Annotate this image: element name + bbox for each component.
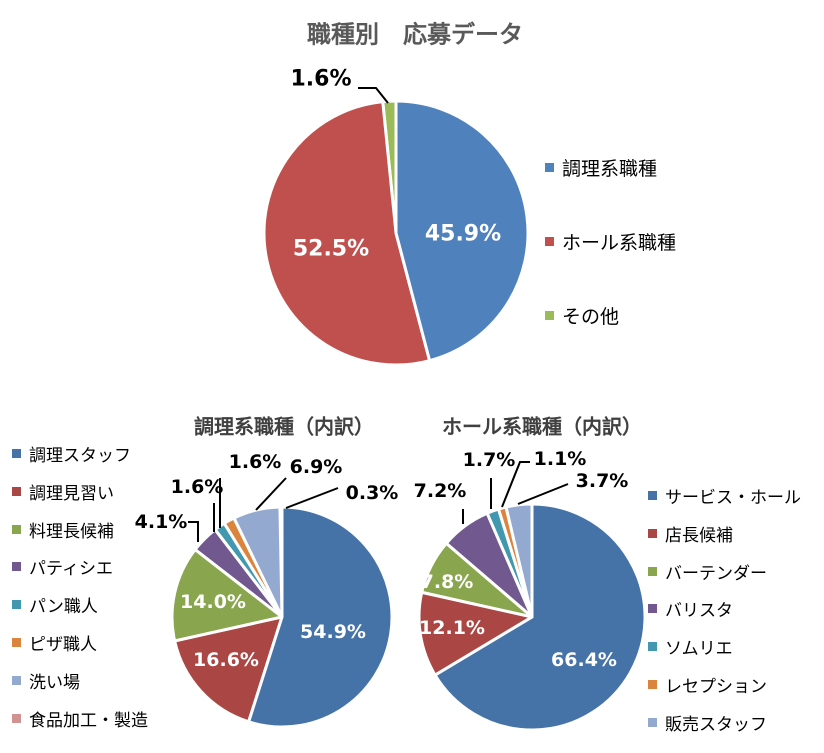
legend-swatch (648, 680, 657, 689)
data-label: 12.1% (419, 617, 485, 639)
legend-item: 調理スタッフ (12, 441, 131, 466)
main-title: 職種別 応募データ (307, 20, 523, 49)
pie-slice (417, 590, 536, 678)
pie-slice (172, 614, 285, 724)
legend-item: 販売スタッフ (648, 710, 767, 735)
legend-item: 調理系職種 (545, 154, 657, 181)
data-label: 14.0% (180, 591, 246, 613)
legend-label: 店長候補 (665, 525, 733, 546)
legend-swatch (12, 713, 21, 723)
pie-slice (394, 99, 530, 363)
pie-slice (170, 547, 286, 643)
legend-item: パン職人 (12, 592, 98, 617)
legend-item: ソムリエ (648, 634, 733, 659)
legend-swatch (648, 491, 657, 500)
legend-label: 食品加工・製造 (29, 710, 148, 731)
pie-slice (262, 100, 432, 367)
legend-swatch (648, 642, 657, 652)
legend-label: 調理見習い (29, 483, 114, 504)
hall-subtitle: ホール系職種（内訳） (442, 414, 642, 439)
legend-swatch (12, 675, 21, 685)
legend-item: 食品加工・製造 (12, 706, 148, 731)
data-label: 1.6% (228, 451, 282, 473)
data-label: 54.9% (300, 621, 366, 643)
legend-item: 調理見習い (12, 479, 114, 504)
data-label: 1.6% (290, 66, 352, 92)
data-label: 4.1% (134, 511, 188, 533)
legend-label: バーテンダー (665, 563, 767, 584)
legend-swatch (545, 311, 554, 320)
legend-label: バリスタ (665, 601, 733, 622)
data-label: 1.1% (533, 448, 587, 470)
legend-label: レセプション (665, 677, 767, 697)
data-label: 52.5% (292, 236, 370, 262)
data-label: 7.2% (413, 480, 467, 502)
legend-swatch (12, 600, 21, 610)
legend-label: ソムリエ (665, 639, 733, 660)
legend-item: ホール系職種 (545, 228, 676, 255)
legend-item: バリスタ (648, 596, 733, 621)
data-label: 1.7% (462, 449, 516, 471)
cook-subtitle: 調理系職種（内訳） (194, 414, 374, 439)
legend-label: サービス・ホール (665, 488, 801, 508)
legend-swatch (12, 449, 21, 458)
legend-swatch (545, 237, 554, 246)
data-label: 1.6% (170, 476, 224, 498)
legend-swatch (12, 638, 21, 647)
legend-label: パン職人 (29, 597, 98, 618)
legend-label: 販売スタッフ (665, 714, 767, 735)
legend-item: サービス・ホール (648, 483, 801, 508)
legend-label: 料理長候補 (29, 521, 114, 542)
legend-swatch (12, 562, 21, 572)
legend-item: 料理長候補 (12, 517, 114, 542)
legend-swatch (12, 524, 21, 534)
legend-swatch (648, 566, 657, 576)
data-label: 45.9% (424, 221, 502, 247)
data-label: 66.4% (551, 649, 617, 671)
legend-item: 洗い場 (12, 668, 80, 693)
pie-slice (246, 505, 394, 729)
data-label: 3.7% (575, 470, 629, 492)
legend-item: レセプション (648, 672, 767, 697)
data-label: 0.3% (345, 482, 399, 504)
legend-label: 調理スタッフ (29, 446, 131, 466)
legend-label: 洗い場 (29, 672, 80, 693)
legend-item: ピザ職人 (12, 630, 97, 655)
legend-swatch (545, 163, 554, 172)
legend-swatch (648, 717, 657, 727)
pie-slice (433, 502, 647, 732)
legend-swatch (12, 486, 21, 496)
legend-swatch (648, 604, 657, 614)
legend-item: バーテンダー (648, 559, 767, 584)
data-label: 16.6% (193, 649, 259, 671)
legend-swatch (648, 528, 657, 538)
legend-label: パティシエ (29, 559, 113, 580)
legend-item: その他 (545, 302, 619, 329)
legend-item: 店長候補 (648, 521, 733, 546)
data-label: 7.8% (420, 571, 474, 593)
legend-label: 調理系職種 (562, 158, 658, 180)
legend-label: その他 (562, 306, 620, 328)
data-label: 6.9% (289, 456, 343, 478)
legend-label: ホール系職種 (562, 232, 677, 254)
legend-item: パティシエ (12, 554, 113, 579)
leader-lines (188, 87, 569, 542)
legend-label: ピザ職人 (29, 635, 97, 655)
